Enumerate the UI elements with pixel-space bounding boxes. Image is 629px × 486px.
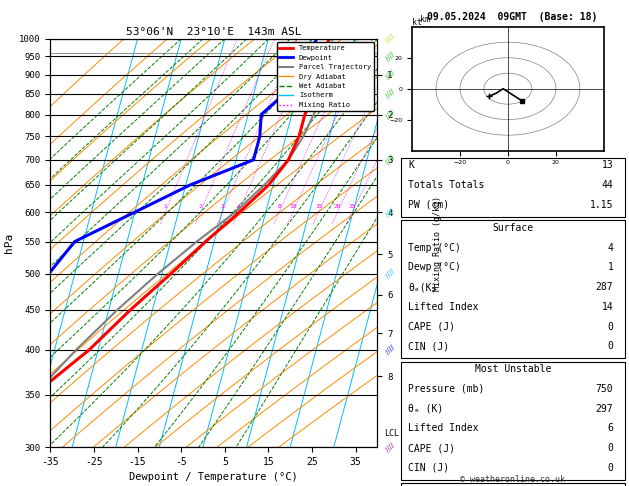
Text: ////: //// xyxy=(384,155,396,165)
Text: 0: 0 xyxy=(608,322,613,331)
Text: LCL: LCL xyxy=(384,429,399,438)
Text: 4: 4 xyxy=(237,204,240,209)
Text: Lifted Index: Lifted Index xyxy=(408,423,479,434)
Text: K: K xyxy=(408,160,414,171)
Text: Pressure (mb): Pressure (mb) xyxy=(408,384,484,394)
Text: CAPE (J): CAPE (J) xyxy=(408,443,455,453)
Text: kt: kt xyxy=(412,17,422,27)
Text: Dewp (°C): Dewp (°C) xyxy=(408,262,461,272)
Text: 1: 1 xyxy=(608,262,613,272)
Text: 297: 297 xyxy=(596,404,613,414)
Legend: Temperature, Dewpoint, Parcel Trajectory, Dry Adiabat, Wet Adiabat, Isotherm, Mi: Temperature, Dewpoint, Parcel Trajectory… xyxy=(277,42,374,111)
Text: ////: //// xyxy=(384,88,396,100)
Text: CIN (J): CIN (J) xyxy=(408,341,449,351)
Text: km
ASL: km ASL xyxy=(420,16,435,35)
Text: ////: //// xyxy=(384,69,396,80)
Text: Mixing Ratio (g/kg): Mixing Ratio (g/kg) xyxy=(433,195,442,291)
Text: Temp (°C): Temp (°C) xyxy=(408,243,461,253)
Text: 8: 8 xyxy=(277,204,281,209)
Text: 1.15: 1.15 xyxy=(590,200,613,210)
Text: 287: 287 xyxy=(596,282,613,292)
Text: 14: 14 xyxy=(602,302,613,312)
Text: CIN (J): CIN (J) xyxy=(408,463,449,473)
Text: 1: 1 xyxy=(164,204,167,209)
Bar xyxy=(401,362,625,480)
Text: PW (cm): PW (cm) xyxy=(408,200,449,210)
Text: 0: 0 xyxy=(608,463,613,473)
Text: 4: 4 xyxy=(608,243,613,253)
Text: 20: 20 xyxy=(334,204,341,209)
Text: ////: //// xyxy=(384,109,396,120)
Text: ////: //// xyxy=(384,442,396,452)
Text: CAPE (J): CAPE (J) xyxy=(408,322,455,331)
Bar xyxy=(401,483,625,486)
Text: θₑ(K): θₑ(K) xyxy=(408,282,437,292)
Text: ////: //// xyxy=(384,344,396,355)
Text: 13: 13 xyxy=(602,160,613,171)
Text: 750: 750 xyxy=(596,384,613,394)
Text: θₑ (K): θₑ (K) xyxy=(408,404,443,414)
X-axis label: Dewpoint / Temperature (°C): Dewpoint / Temperature (°C) xyxy=(130,472,298,483)
Text: Most Unstable: Most Unstable xyxy=(475,364,551,374)
Text: ////: //// xyxy=(384,207,396,218)
Text: ////: //// xyxy=(384,34,396,44)
Text: 25: 25 xyxy=(348,204,356,209)
Text: 10: 10 xyxy=(289,204,297,209)
Text: ////: //// xyxy=(384,51,396,62)
Text: © weatheronline.co.uk: © weatheronline.co.uk xyxy=(460,474,565,484)
Text: 09.05.2024  09GMT  (Base: 18): 09.05.2024 09GMT (Base: 18) xyxy=(428,12,598,22)
Text: 44: 44 xyxy=(602,180,613,190)
Text: 3: 3 xyxy=(221,204,224,209)
Bar xyxy=(401,220,625,359)
Text: 0: 0 xyxy=(608,341,613,351)
Text: 0: 0 xyxy=(608,443,613,453)
Bar xyxy=(401,158,625,217)
Text: 6: 6 xyxy=(608,423,613,434)
Text: Lifted Index: Lifted Index xyxy=(408,302,479,312)
Text: Totals Totals: Totals Totals xyxy=(408,180,484,190)
Text: 2: 2 xyxy=(199,204,203,209)
Title: 53°06'N  23°10'E  143m ASL: 53°06'N 23°10'E 143m ASL xyxy=(126,27,302,37)
Y-axis label: hPa: hPa xyxy=(4,233,14,253)
Text: ////: //// xyxy=(384,268,396,279)
Text: Surface: Surface xyxy=(493,223,533,233)
Text: 15: 15 xyxy=(315,204,322,209)
